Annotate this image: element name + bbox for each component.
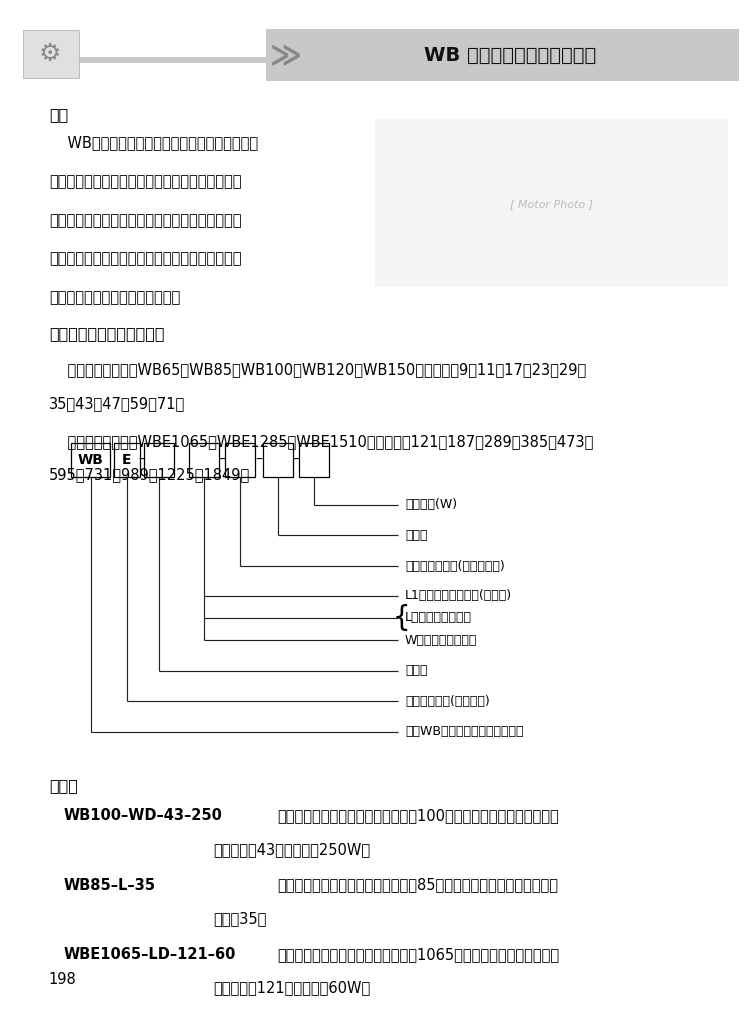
Text: 表示微型摆线针轮减速机，机型号为85，单级减速立式安装，双轴型，: 表示微型摆线针轮减速机，机型号为85，单级减速立式安装，双轴型， — [278, 878, 559, 893]
Text: 合金外壳，采取新的加工工艺，提高了工件精度，: 合金外壳，采取新的加工工艺，提高了工件精度， — [49, 174, 242, 189]
Bar — [144, 443, 174, 477]
Text: 表示双级减速(单级省略): 表示双级减速(单级省略) — [405, 695, 490, 708]
Text: L表示立式机座安装: L表示立式机座安装 — [405, 612, 472, 624]
Text: WB: WB — [78, 453, 104, 467]
Text: 减速比: 减速比 — [405, 529, 427, 542]
Text: –: – — [218, 453, 226, 467]
Text: L1表示立式机座安装(派生型): L1表示立式机座安装(派生型) — [405, 589, 512, 602]
Text: 35、43、47、59、71。: 35、43、47、59、71。 — [49, 396, 185, 411]
Text: 595、731、989、1225、1849。: 595、731、989、1225、1849。 — [49, 467, 250, 483]
Bar — [114, 443, 140, 477]
Text: –: – — [292, 453, 299, 467]
Text: 198: 198 — [49, 972, 76, 987]
Text: 表示微型摆线针轮减速机，机型号为1065，双级减速立式安装带电机: 表示微型摆线针轮减速机，机型号为1065，双级减速立式安装带电机 — [278, 947, 560, 962]
Text: –: – — [255, 453, 262, 467]
Text: WB 系列微型摆线针轮减速机: WB 系列微型摆线针轮减速机 — [424, 46, 596, 64]
Text: 双级减速机型号有WBE1065、WBE1285、WBE1510。减速比有121、187、289、385、473、: 双级减速机型号有WBE1065、WBE1285、WBE1510。减速比有121、… — [49, 434, 593, 449]
Text: WB100–WD–43–250: WB100–WD–43–250 — [64, 808, 223, 824]
Text: 电机功率(W): 电机功率(W) — [405, 499, 457, 511]
Text: 表示WB系列微型摆线针轮减速机: 表示WB系列微型摆线针轮减速机 — [405, 726, 524, 738]
Text: 减速比35。: 减速比35。 — [214, 911, 267, 926]
Bar — [189, 443, 219, 477]
Text: 需要在任何角度，方向安装使用。: 需要在任何角度，方向安装使用。 — [49, 290, 180, 305]
Bar — [298, 443, 328, 477]
Bar — [22, 30, 79, 78]
Text: 示例：: 示例： — [49, 778, 78, 793]
Text: 产品内在质量更优，体积更小，重量更轻，外观更: 产品内在质量更优，体积更小，重量更轻，外观更 — [49, 213, 242, 228]
Bar — [266, 29, 739, 81]
Text: {: { — [392, 604, 410, 632]
Text: 表示微型摆线针轮减速机，机型号为100，单级减速，卧式安装带电机: 表示微型摆线针轮减速机，机型号为100，单级减速，卧式安装带电机 — [278, 808, 560, 824]
Text: 前言: 前言 — [49, 107, 68, 122]
Text: –: – — [138, 453, 146, 467]
Text: 型，减速比121，电机功率60W。: 型，减速比121，电机功率60W。 — [214, 980, 371, 996]
Bar — [225, 443, 255, 477]
Text: 单级减速机型号有WB65、WB85、WB100、WB120、WB150。减速比有9、11、17、23、29、: 单级减速机型号有WB65、WB85、WB100、WB120、WB150。减速比有… — [49, 362, 586, 378]
Text: 机型号: 机型号 — [405, 665, 427, 677]
Text: WBE1065–LD–121–60: WBE1065–LD–121–60 — [64, 947, 236, 962]
Text: 美。全部使用润滑脂润滑，不易漏油，用户可根据: 美。全部使用润滑脂润滑，不易漏油，用户可根据 — [49, 251, 242, 267]
Text: 一、机型号及型号表示方法: 一、机型号及型号表示方法 — [49, 326, 164, 341]
Text: 型，减速比43，电机功率250W。: 型，减速比43，电机功率250W。 — [214, 842, 370, 857]
Text: E: E — [122, 453, 131, 467]
Text: WB系列微型摆线针轮减速机，采用高压压铸铝: WB系列微型摆线针轮减速机，采用高压压铸铝 — [49, 135, 258, 151]
Bar — [71, 443, 110, 477]
Bar — [262, 443, 292, 477]
Bar — [49, 57, 285, 63]
Text: [ Motor Photo ]: [ Motor Photo ] — [510, 199, 592, 209]
Text: WB85–L–35: WB85–L–35 — [64, 878, 156, 893]
Text: ⚙: ⚙ — [39, 42, 62, 66]
Text: W表示卧式机座安装: W表示卧式机座安装 — [405, 634, 477, 646]
Bar — [375, 119, 728, 287]
Text: 表示电机直联型(双轴型省略): 表示电机直联型(双轴型省略) — [405, 560, 505, 572]
Text: ≫: ≫ — [270, 42, 302, 70]
